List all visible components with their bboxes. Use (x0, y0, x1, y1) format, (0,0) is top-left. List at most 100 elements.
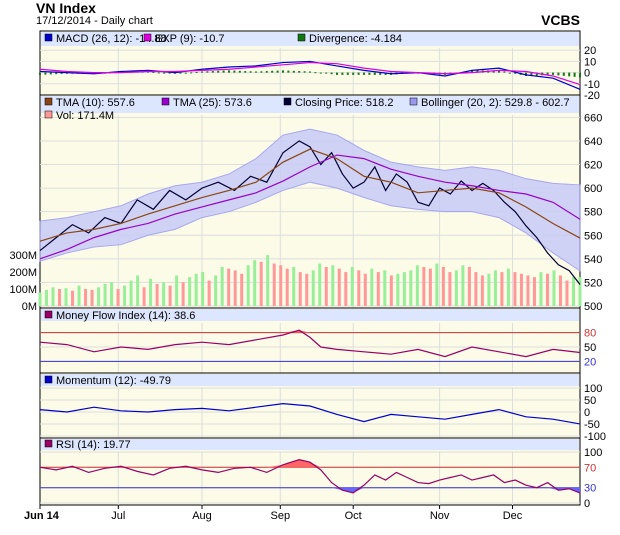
macd-divergence-bar (363, 72, 365, 75)
macd-divergence-bar (546, 72, 549, 76)
mfi-legend-band (41, 309, 579, 321)
bollinger-band (39, 128, 581, 272)
macd-divergence-bar (255, 71, 257, 73)
macd-divergence-bar (217, 70, 220, 73)
volume-bar (454, 270, 458, 306)
macd-divergence-bar (557, 72, 560, 76)
momentum-legend-label: Momentum (12): -49.79 (56, 375, 171, 387)
volume-bar (181, 282, 185, 306)
macd-divergence-bar (492, 70, 495, 73)
x-tick-label: Dec (503, 510, 523, 522)
x-tick-label: Aug (192, 510, 212, 522)
volume-bar (526, 275, 530, 306)
rsi-y-tick-label: 30 (584, 483, 596, 495)
volume-bar (142, 287, 146, 306)
volume-bar (45, 289, 49, 306)
volume-bar (357, 270, 361, 306)
price-y-tick-label: 560 (584, 230, 602, 242)
macd-divergence-bar (530, 72, 533, 76)
x-tick-label: Jun 14 (24, 510, 60, 522)
macd-divergence-bar (276, 70, 279, 73)
macd-divergence-bar (552, 72, 554, 75)
macd-y-tick-label: -10 (584, 79, 600, 91)
mfi-y-tick-label: 20 (584, 356, 596, 368)
volume-bar (506, 268, 510, 306)
volume-bar (337, 268, 341, 306)
volume-bar (539, 272, 543, 306)
macd-divergence-bar (39, 72, 41, 75)
macd-series-line (39, 60, 581, 90)
momentum-series-line (39, 402, 581, 425)
volume-bar (565, 280, 569, 306)
price-y-tick-label: 640 (584, 136, 602, 148)
macd-divergence-bar (195, 71, 198, 73)
rsi-series-line (39, 459, 581, 494)
volume-bar (467, 266, 471, 306)
macd-divergence-bar (201, 71, 203, 73)
volume-bar (279, 265, 283, 306)
macd-y-tick-label: 10 (584, 56, 596, 68)
volume-bar (58, 289, 62, 306)
volume-bar (266, 255, 270, 306)
volume-bar (259, 261, 263, 306)
volume-bar (155, 283, 159, 306)
volume-bar (571, 277, 575, 306)
volume-bar (38, 292, 42, 306)
chart-subtitle: 17/12/2014 - Daily chart (36, 15, 153, 27)
macd-divergence-bar (287, 70, 290, 73)
volume-tick-label: 100M (9, 284, 37, 296)
volume-bar (64, 288, 68, 306)
chart-title: VN Index (36, 0, 96, 16)
price-legend-label: TMA (10): 557.6 (56, 97, 135, 109)
macd-divergence-bar (244, 71, 247, 73)
x-tick-label: Nov (430, 510, 450, 522)
price-y-tick-label: 620 (584, 160, 602, 172)
macd-divergence-bar (503, 71, 506, 73)
volume-bar (272, 263, 276, 306)
volume-bar (480, 275, 484, 306)
price-legend-band (41, 96, 579, 113)
macd-divergence-bar (179, 72, 182, 74)
macd-divergence-bar (357, 72, 360, 75)
macd-divergence-bar (303, 71, 306, 73)
macd-divergence-bar (206, 71, 209, 73)
momentum-y-tick-label: 0 (584, 407, 590, 419)
macd-legend-swatch (44, 33, 53, 42)
macd-legend-swatch (143, 33, 152, 42)
macd-divergence-bar (292, 70, 295, 73)
volume-bar (350, 266, 354, 306)
rsi-legend-band (41, 439, 579, 450)
macd-legend-label: Divergence: -4.184 (309, 33, 402, 45)
rsi-legend-label: RSI (14): 19.77 (56, 439, 131, 451)
macd-divergence-bar (314, 72, 317, 74)
momentum-y-tick-label: 100 (584, 383, 602, 395)
mfi-series-line (39, 329, 581, 358)
macd-divergence-bar (233, 70, 236, 73)
macd-divergence-bar (238, 70, 241, 73)
volume-bar (285, 268, 289, 306)
momentum-legend-band (41, 374, 579, 386)
macd-divergence-bar (498, 70, 500, 73)
price-legend-label: Vol: 171.4M (56, 110, 114, 122)
price-y-tick-label: 580 (584, 207, 602, 219)
macd-series-line (39, 61, 581, 86)
volume-bar (311, 270, 315, 306)
macd-divergence-bar (330, 72, 333, 75)
volume-bar (422, 266, 426, 306)
volume-bar (487, 273, 491, 306)
price-y-tick-label: 500 (584, 301, 602, 313)
macd-divergence-bar (222, 70, 225, 73)
volume-bar (376, 272, 380, 306)
volume-bar (149, 278, 153, 306)
price-series-line (39, 140, 581, 285)
volume-bar (370, 268, 374, 306)
volume-bar (162, 282, 166, 306)
volume-bar (292, 266, 296, 306)
macd-divergence-bar (152, 71, 155, 73)
macd-divergence-bar (184, 72, 187, 74)
volume-bar (97, 287, 101, 306)
price-legend-swatch (44, 110, 53, 119)
volume-bar (116, 289, 120, 306)
volume-bar (207, 280, 211, 306)
volume-bar (298, 272, 302, 306)
